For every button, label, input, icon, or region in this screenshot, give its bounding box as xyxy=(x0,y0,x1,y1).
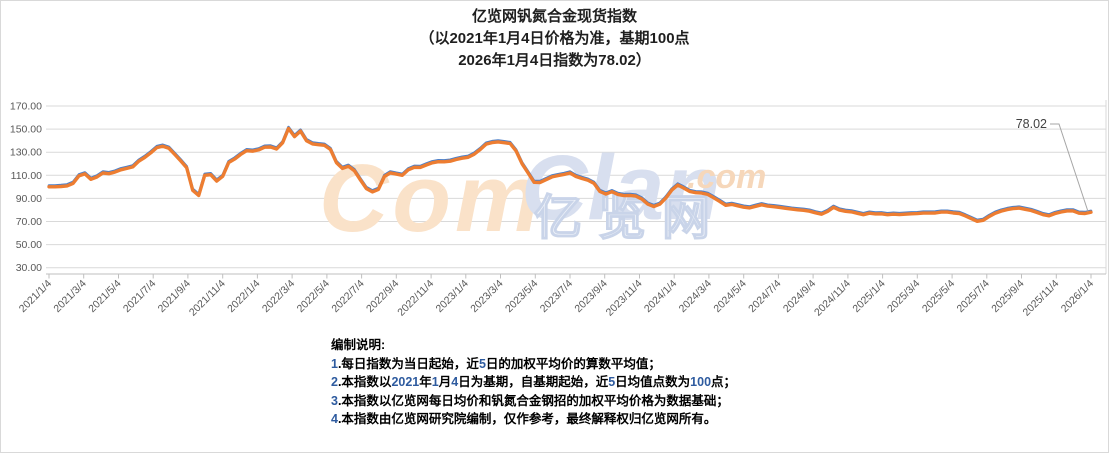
x-tick-label: 2024/3/4 xyxy=(677,278,714,315)
x-tick-label: 2021/5/4 xyxy=(86,278,123,315)
x-tick-label: 2024/5/4 xyxy=(711,278,748,315)
y-tick-label: 50.00 xyxy=(16,239,42,251)
y-tick-label: 150.00 xyxy=(10,124,42,136)
x-tick-label: 2025/7/4 xyxy=(955,278,992,315)
x-tick-label: 2023/11/4 xyxy=(604,278,645,319)
chart-title-line-2: （以2021年1月4日价格为准，基期100点 xyxy=(419,30,690,47)
x-tick-label: 2026/1/4 xyxy=(1059,278,1096,315)
x-tick-label: 2022/1/4 xyxy=(225,278,262,315)
x-tick-label: 2022/11/4 xyxy=(395,278,436,319)
y-tick-label: 110.00 xyxy=(11,170,42,182)
chart-title-line-1: 亿览网钒氮合金现货指数 xyxy=(471,8,637,25)
x-tick-label: 2025/3/4 xyxy=(885,278,922,315)
notes-line-3: 3.本指数以亿览网每日均价和钒氮合金钢招的加权平均价格为数据基础； xyxy=(331,393,729,408)
x-tick-label: 2022/3/4 xyxy=(260,278,297,315)
y-tick-label: 170.00 xyxy=(10,101,42,113)
x-tick-label: 2023/3/4 xyxy=(468,278,505,315)
chart-title: 亿览网钒氮合金现货指数 （以2021年1月4日价格为准，基期100点 2026年… xyxy=(1,6,1108,72)
x-tick-label: 2023/5/4 xyxy=(503,278,540,315)
watermark-dotcom: .com xyxy=(687,158,766,196)
x-tick-label: 2022/7/4 xyxy=(329,278,366,315)
x-tick-label: 2023/7/4 xyxy=(538,278,575,315)
x-tick-label: 2023/1/4 xyxy=(434,278,471,315)
x-tick-label: 2021/7/4 xyxy=(121,278,158,315)
chart-title-line-3: 2026年1月4日指数为78.02） xyxy=(458,52,651,69)
annotation-value-label: 78.02 xyxy=(1016,117,1047,131)
notes-block: 编制说明: 1.每日指数为当日起始，近5日的加权平均价的算数平均值； 2.本指数… xyxy=(331,336,736,429)
notes-heading: 编制说明: xyxy=(331,338,386,352)
x-tick-label: 2025/5/4 xyxy=(920,278,957,315)
notes-line-4: 4.本指数由亿览网研究院编制，仅作参考，最终解释权归亿览网所有。 xyxy=(331,412,717,426)
watermark-cn: 亿览网 xyxy=(534,192,726,245)
y-tick-label: 30.00 xyxy=(16,262,42,274)
y-tick-label: 90.00 xyxy=(16,193,42,205)
x-tick-label: 2024/1/4 xyxy=(642,278,679,315)
y-tick-label: 130.00 xyxy=(10,147,42,159)
x-tick-label: 2024/7/4 xyxy=(746,278,783,315)
x-tick-label: 2025/11/4 xyxy=(1020,278,1061,319)
x-tick-label: 2021/1/4 xyxy=(17,278,54,315)
notes-line-1: 1.每日指数为当日起始，近5日的加权平均价的算数平均值； xyxy=(331,356,661,371)
y-tick-label: 70.00 xyxy=(16,216,42,228)
x-tick-label: 2021/3/4 xyxy=(51,278,88,315)
x-tick-label: 2024/11/4 xyxy=(812,278,853,319)
x-tick-label: 2025/1/4 xyxy=(850,278,887,315)
index-line-main xyxy=(47,126,1093,224)
notes-line-2: 2.本指数以2021年1月4日为基期，自基期起始，近5日均值点数为100点； xyxy=(331,375,737,389)
annotation-leader-line xyxy=(1050,123,1089,212)
x-tick-label: 2022/5/4 xyxy=(295,278,332,315)
x-tick-label: 2021/11/4 xyxy=(187,278,228,319)
